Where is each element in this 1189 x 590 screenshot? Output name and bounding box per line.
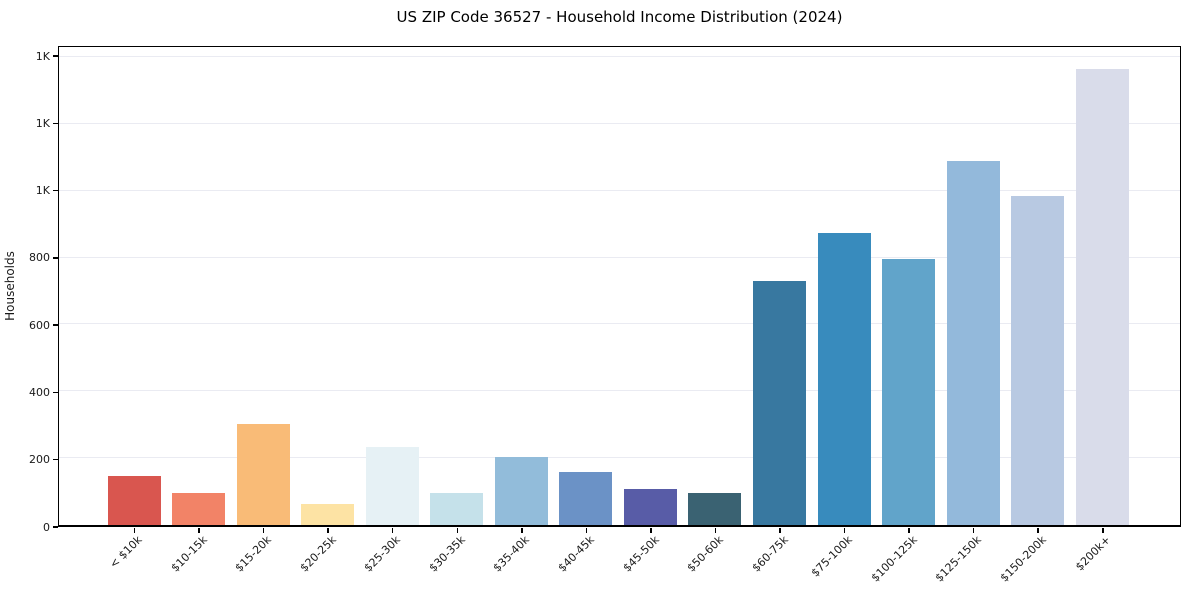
ytick-label-1200: 1K bbox=[35, 116, 50, 130]
ytick-label-200: 200 bbox=[29, 453, 50, 467]
bar--200k+ bbox=[1075, 69, 1129, 525]
ytick-mark-1000 bbox=[52, 189, 58, 192]
ytick-mark-1400 bbox=[52, 55, 58, 57]
bar--75-100k bbox=[817, 232, 871, 525]
bar--60-75k bbox=[753, 280, 806, 525]
bar--50-60k bbox=[688, 493, 742, 525]
xtick-label-text: $10-15k bbox=[168, 533, 210, 575]
xtick-label-text: $35-40k bbox=[491, 533, 533, 575]
xtick-mark-3 bbox=[327, 528, 329, 533]
bar--20-25k bbox=[301, 504, 355, 525]
xtick-label-text: $75-100k bbox=[808, 533, 856, 580]
gridline-400 bbox=[59, 390, 1180, 392]
ytick-mark-0 bbox=[52, 526, 58, 528]
xtick-label-text: $50-60k bbox=[684, 533, 726, 575]
bars-container bbox=[59, 47, 1180, 525]
xtick-mark-4 bbox=[391, 528, 394, 533]
xtick-mark-9 bbox=[714, 528, 717, 533]
gridline-1200 bbox=[59, 122, 1180, 124]
bar--125-150k bbox=[946, 161, 1000, 525]
xtick-mark-13 bbox=[972, 528, 975, 533]
xtick-label-text: $100-125k bbox=[868, 533, 920, 585]
xtick-label-text: < $10k bbox=[107, 533, 145, 571]
bar--100-125k bbox=[882, 258, 936, 525]
xtick-mark-12 bbox=[908, 528, 910, 533]
ytick-mark-1200 bbox=[52, 122, 58, 125]
ytick-label-1000: 1K bbox=[35, 184, 50, 198]
xtick-mark-6 bbox=[521, 528, 523, 533]
bar--40-45k bbox=[559, 471, 613, 525]
bar--10k bbox=[107, 476, 161, 525]
xtick-label-text: $25-30k bbox=[361, 533, 404, 575]
ytick-label-800: 800 bbox=[29, 251, 50, 265]
ytick-label-0: 0 bbox=[43, 520, 50, 534]
gridline-200 bbox=[59, 457, 1180, 459]
xtick-label-text: $40-45k bbox=[555, 533, 597, 575]
gridline-800 bbox=[59, 256, 1180, 258]
xtick-mark-1 bbox=[198, 528, 200, 533]
bar--35-40k bbox=[494, 457, 548, 525]
gridline-1000 bbox=[59, 189, 1180, 191]
ytick-label-600: 600 bbox=[29, 318, 50, 332]
bar--150-200k bbox=[1011, 196, 1065, 525]
xtick-mark-11 bbox=[843, 528, 846, 533]
ytick-mark-400 bbox=[52, 391, 58, 394]
xtick-mark-5 bbox=[456, 528, 458, 533]
ytick-label-400: 400 bbox=[29, 385, 50, 399]
xtick-mark-7 bbox=[585, 528, 588, 533]
ytick-mark-200 bbox=[52, 458, 58, 461]
xtick-label-text: $45-50k bbox=[620, 533, 662, 575]
gridlines bbox=[59, 47, 1180, 525]
xtick-label-text: $200k+ bbox=[1073, 533, 1114, 574]
xtick-label-text: $15-20k bbox=[232, 533, 275, 575]
plot-area bbox=[58, 46, 1181, 527]
xtick-label-text: $30-35k bbox=[426, 533, 468, 575]
bar--30-35k bbox=[430, 493, 484, 525]
xtick-mark-10 bbox=[779, 528, 781, 533]
chart-title: US ZIP Code 36527 - Household Income Dis… bbox=[396, 8, 843, 26]
xtick-mark-8 bbox=[650, 528, 652, 533]
ytick-mark-800 bbox=[52, 257, 58, 259]
xtick-mark-15 bbox=[1102, 528, 1104, 533]
xtick-label-text: $20-25k bbox=[297, 533, 339, 575]
xtick-label-text: $60-75k bbox=[749, 533, 791, 575]
ytick-label-1400: 1K bbox=[35, 49, 50, 63]
xtick-label-text: $125-150k bbox=[932, 533, 985, 585]
gridline-600 bbox=[59, 323, 1180, 325]
bar--10-15k bbox=[172, 493, 226, 525]
gridline-1400 bbox=[59, 56, 1180, 58]
xtick-mark-14 bbox=[1037, 528, 1039, 533]
bar--45-50k bbox=[623, 489, 677, 525]
bar--15-20k bbox=[236, 423, 290, 525]
bar--25-30k bbox=[365, 447, 419, 525]
xtick-label-text: $150-200k bbox=[997, 533, 1049, 585]
xtick-mark-2 bbox=[262, 528, 265, 533]
xtick-mark-0 bbox=[133, 528, 136, 533]
ytick-mark-600 bbox=[52, 324, 58, 326]
